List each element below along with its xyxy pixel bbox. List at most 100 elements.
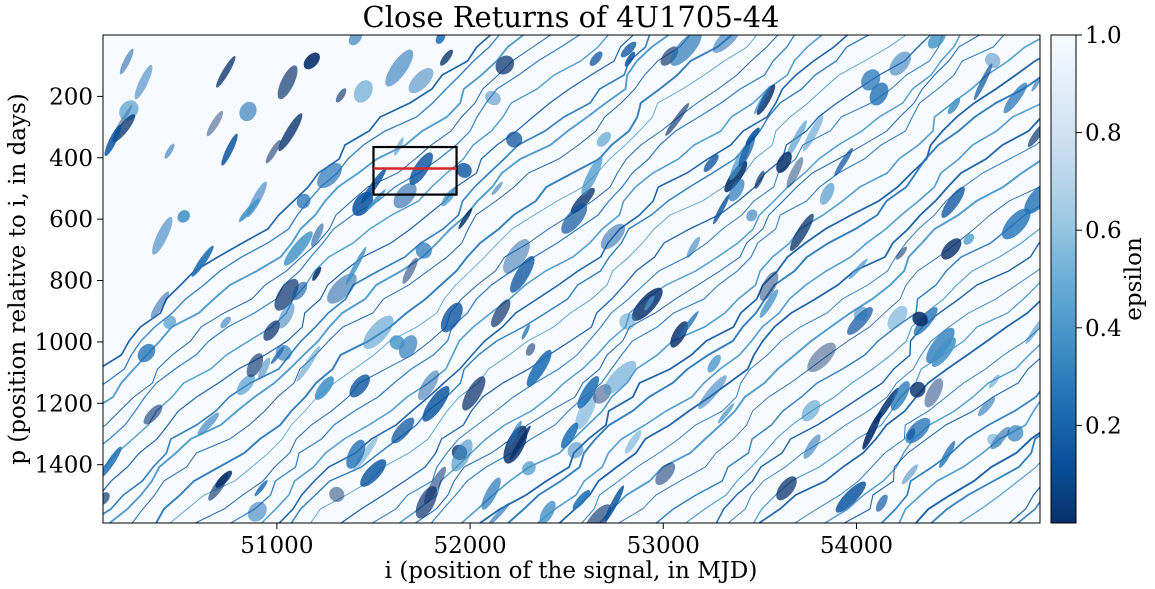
heatmap-patch: [728, 178, 745, 202]
colorbar-tick-label: 0.4: [1085, 316, 1122, 342]
heatmap-patch: [137, 343, 156, 363]
heatmap-patch: [644, 295, 655, 311]
heatmap-patch: [346, 439, 366, 469]
heatmap-patch: [801, 399, 821, 422]
heatmap-patch: [620, 41, 637, 58]
heatmap-patch: [624, 51, 636, 67]
heatmap-patch: [441, 186, 457, 207]
heatmap-patch: [901, 464, 919, 485]
heatmap-patch: [853, 306, 868, 321]
heatmap-patch: [150, 291, 170, 319]
heatmap-patch: [776, 151, 792, 173]
heatmap-patch: [848, 258, 868, 280]
heatmap-patch: [604, 485, 625, 522]
heatmap-patch: [274, 278, 299, 311]
y-tick-label: 1400: [34, 453, 93, 479]
heatmap-patch: [575, 392, 597, 430]
heatmap-patch: [926, 327, 955, 364]
heatmap-patch: [924, 378, 944, 408]
heatmap-patch: [415, 242, 432, 259]
heatmap-patch: [495, 55, 515, 75]
heatmap-patch: [582, 504, 612, 523]
heatmap-band: [758, 299, 1040, 523]
heatmap-patch: [221, 133, 238, 166]
heatmap-patch: [746, 209, 758, 222]
heatmap-patch: [889, 51, 911, 76]
heatmap-patch: [191, 245, 214, 277]
heatmap-patch: [560, 422, 579, 449]
colorbar: [1050, 34, 1077, 524]
heatmap-patch: [215, 470, 233, 488]
heatmap-patch: [567, 442, 584, 459]
heatmap-band: [103, 35, 492, 368]
heatmap-patch: [1031, 76, 1040, 92]
heatmap-patch: [1007, 425, 1024, 442]
heatmap-patch: [152, 216, 173, 255]
heatmap-patch: [686, 236, 701, 258]
heatmap-patch: [1025, 316, 1040, 345]
chart-title: Close Returns of 4U1705-44: [363, 0, 780, 34]
colorbar-label: epsilon: [1121, 237, 1147, 321]
heatmap-patch: [887, 305, 908, 330]
heatmap-patch: [927, 35, 946, 49]
heatmap-patch: [440, 49, 453, 66]
heatmap-patch: [561, 203, 588, 234]
x-tick-label: 52000: [433, 533, 506, 559]
heatmap-patch: [572, 489, 591, 510]
plot-frame: [102, 34, 1041, 524]
heatmap-patch: [317, 162, 342, 189]
heatmap-patch: [655, 462, 676, 486]
heatmap-band: [131, 35, 691, 523]
heatmap-patch: [418, 370, 439, 401]
heatmap-patch: [296, 193, 311, 209]
heatmap-band: [103, 35, 501, 386]
annotation-box: [372, 145, 458, 196]
y-tick-label: 400: [49, 146, 93, 172]
heatmap-patch: [283, 231, 313, 266]
heatmap-patch: [698, 375, 727, 409]
heatmap-band: [930, 434, 1040, 523]
heatmap-band: [195, 35, 779, 523]
heatmap-patch: [415, 486, 438, 519]
heatmap-patch: [310, 223, 324, 247]
heatmap-patch: [577, 376, 600, 409]
heatmap-patch: [895, 246, 908, 260]
heatmap-patch: [712, 194, 730, 225]
heatmap-patch: [875, 494, 888, 512]
heatmap-patch: [977, 397, 996, 417]
heatmap-patch: [707, 354, 721, 373]
heatmap-patch: [754, 170, 765, 189]
heatmap-patch: [103, 446, 122, 478]
heatmap-patch: [481, 477, 501, 510]
heatmap-patch: [539, 500, 556, 523]
heatmap-patch: [985, 52, 1001, 69]
heatmap-patch: [600, 223, 626, 250]
heatmap-band: [103, 35, 610, 469]
heatmap-patch: [292, 281, 308, 301]
heatmap-band: [727, 268, 1040, 523]
heatmap-patch: [220, 316, 231, 329]
heatmap-bands: [103, 35, 1040, 523]
heatmap-patch: [143, 404, 163, 425]
heatmap-patch: [163, 315, 177, 329]
heatmap-patch: [526, 349, 552, 387]
heatmap-patch: [206, 110, 224, 137]
heatmap-band: [753, 281, 1040, 523]
colorbar-axis: 0.2 0.4 0.6 0.8 1.0: [1076, 23, 1122, 439]
heatmap-band: [599, 159, 1040, 523]
heatmap-band: [461, 37, 1040, 523]
heatmap-patch: [177, 210, 190, 223]
y-axis: 200 400 600 800 1000 1200 1400: [34, 84, 103, 479]
heatmap-patch: [507, 420, 522, 447]
heatmap-patch: [277, 65, 298, 100]
heatmap-patch: [348, 35, 363, 46]
heatmap-band: [155, 35, 734, 523]
heatmap-patch: [525, 343, 536, 356]
heatmap-band: [558, 117, 1040, 523]
heatmap-patch: [963, 233, 975, 245]
heatmap-band: [618, 185, 1040, 523]
heatmap-patch: [278, 113, 303, 152]
heatmap-patch: [458, 208, 473, 230]
heatmap-patch: [503, 239, 530, 274]
